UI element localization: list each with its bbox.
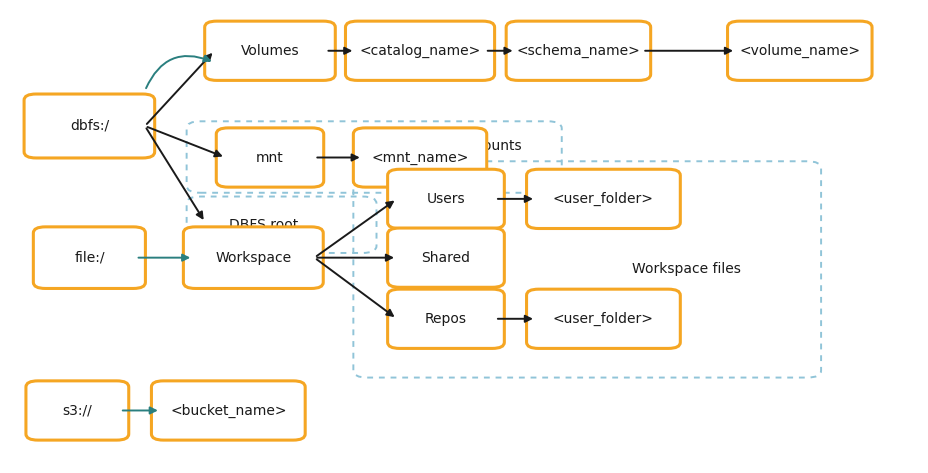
Text: s3://: s3:// xyxy=(62,403,92,418)
Text: dbfs:/: dbfs:/ xyxy=(70,119,109,133)
Text: <user_folder>: <user_folder> xyxy=(552,192,653,206)
FancyBboxPatch shape xyxy=(387,289,504,349)
FancyBboxPatch shape xyxy=(727,21,871,80)
Text: <mnt_name>: <mnt_name> xyxy=(371,150,469,165)
FancyBboxPatch shape xyxy=(24,94,155,158)
Text: Workspace: Workspace xyxy=(215,251,291,265)
Text: Workspace files: Workspace files xyxy=(632,263,741,276)
Text: mnt: mnt xyxy=(256,150,284,165)
FancyBboxPatch shape xyxy=(506,21,650,80)
Text: Users: Users xyxy=(426,192,465,206)
Text: <bucket_name>: <bucket_name> xyxy=(170,403,286,418)
FancyBboxPatch shape xyxy=(345,21,494,80)
FancyBboxPatch shape xyxy=(151,381,305,440)
Text: <schema_name>: <schema_name> xyxy=(516,44,639,58)
Text: <volume_name>: <volume_name> xyxy=(739,44,859,58)
FancyBboxPatch shape xyxy=(526,169,679,228)
FancyBboxPatch shape xyxy=(26,381,129,440)
Text: DBFS root: DBFS root xyxy=(228,218,298,232)
FancyBboxPatch shape xyxy=(526,289,679,349)
FancyBboxPatch shape xyxy=(183,227,323,289)
FancyBboxPatch shape xyxy=(33,227,146,289)
Text: <user_folder>: <user_folder> xyxy=(552,312,653,326)
FancyBboxPatch shape xyxy=(204,21,335,80)
FancyBboxPatch shape xyxy=(216,128,323,187)
Text: Mounts: Mounts xyxy=(471,139,522,153)
Text: Repos: Repos xyxy=(424,312,467,326)
Text: Shared: Shared xyxy=(421,251,470,265)
Text: Volumes: Volumes xyxy=(240,44,299,58)
FancyBboxPatch shape xyxy=(353,128,486,187)
Text: <catalog_name>: <catalog_name> xyxy=(359,44,480,58)
Text: file:/: file:/ xyxy=(74,251,105,265)
FancyBboxPatch shape xyxy=(387,228,504,287)
FancyBboxPatch shape xyxy=(387,169,504,228)
